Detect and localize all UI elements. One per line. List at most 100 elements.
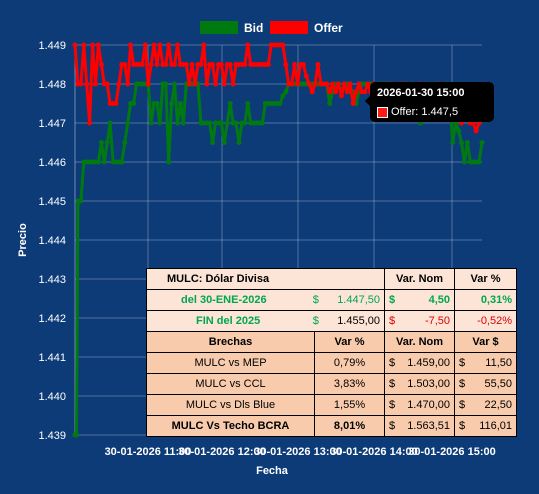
data-point-offer[interactable] xyxy=(125,81,131,87)
data-point-bid[interactable] xyxy=(166,159,172,165)
data-point-offer[interactable] xyxy=(292,62,298,67)
data-point-offer[interactable] xyxy=(122,62,128,67)
data-point-offer[interactable] xyxy=(347,81,353,87)
data-point-offer[interactable] xyxy=(309,89,315,95)
data-point-bid[interactable] xyxy=(464,140,470,145)
data-point-bid[interactable] xyxy=(461,159,467,165)
data-point-offer[interactable] xyxy=(365,81,371,87)
data-point-offer[interactable] xyxy=(306,81,312,87)
data-point-offer[interactable] xyxy=(339,93,344,99)
data-point-bid[interactable] xyxy=(207,120,213,126)
data-point-offer[interactable] xyxy=(245,42,251,48)
data-point-offer[interactable] xyxy=(186,81,192,87)
data-point-offer[interactable] xyxy=(303,73,309,79)
data-point-bid[interactable] xyxy=(459,140,464,145)
data-point-offer[interactable] xyxy=(104,81,110,87)
legend-bid-swatch[interactable] xyxy=(200,21,238,34)
data-point-bid[interactable] xyxy=(78,198,84,204)
data-point-bid[interactable] xyxy=(456,128,462,134)
data-point-offer[interactable] xyxy=(198,62,204,67)
legend-offer-swatch[interactable] xyxy=(270,21,308,34)
data-point-bid[interactable] xyxy=(233,120,239,126)
legend-offer-label[interactable]: Offer xyxy=(314,21,343,35)
data-point-bid[interactable] xyxy=(169,101,175,106)
data-point-offer[interactable] xyxy=(163,62,169,67)
data-point-offer[interactable] xyxy=(230,81,236,87)
data-point-offer[interactable] xyxy=(350,101,356,106)
data-point-offer[interactable] xyxy=(362,89,368,95)
data-point-offer[interactable] xyxy=(142,42,148,48)
data-point-offer[interactable] xyxy=(356,81,362,87)
data-point-offer[interactable] xyxy=(113,101,119,106)
data-point-offer[interactable] xyxy=(289,81,295,87)
data-point-bid[interactable] xyxy=(177,101,183,106)
data-point-offer[interactable] xyxy=(148,62,154,67)
data-point-offer[interactable] xyxy=(213,81,218,87)
data-point-offer[interactable] xyxy=(183,62,189,67)
data-point-bid[interactable] xyxy=(218,120,224,126)
data-point-offer[interactable] xyxy=(312,81,318,87)
data-point-offer[interactable] xyxy=(344,89,350,95)
data-point-offer[interactable] xyxy=(95,42,101,48)
data-point-offer[interactable] xyxy=(295,81,300,87)
data-point-offer[interactable] xyxy=(330,81,336,87)
data-point-offer[interactable] xyxy=(157,42,163,48)
data-point-offer[interactable] xyxy=(324,81,330,87)
data-point-bid[interactable] xyxy=(221,140,227,145)
data-point-bid[interactable] xyxy=(107,120,113,126)
data-point-offer[interactable] xyxy=(81,42,87,48)
data-point-bid[interactable] xyxy=(245,101,251,106)
data-point-bid[interactable] xyxy=(148,120,154,126)
data-point-bid[interactable] xyxy=(122,140,128,145)
data-point-offer[interactable] xyxy=(189,62,195,67)
data-point-offer[interactable] xyxy=(221,81,227,87)
data-point-offer[interactable] xyxy=(204,81,210,87)
data-point-offer[interactable] xyxy=(145,81,151,87)
data-point-offer[interactable] xyxy=(265,62,271,67)
data-point-offer[interactable] xyxy=(172,62,178,67)
data-point-offer[interactable] xyxy=(327,89,333,95)
data-point-bid[interactable] xyxy=(119,159,125,165)
data-point-offer[interactable] xyxy=(166,42,172,48)
data-point-bid[interactable] xyxy=(236,140,242,145)
data-point-bid[interactable] xyxy=(101,159,107,165)
data-point-bid[interactable] xyxy=(280,93,286,99)
data-point-offer[interactable] xyxy=(242,62,248,67)
data-point-offer[interactable] xyxy=(210,62,216,67)
data-point-bid[interactable] xyxy=(242,120,248,126)
data-point-offer[interactable] xyxy=(139,62,145,67)
data-point-bid[interactable] xyxy=(98,140,104,145)
data-point-bid[interactable] xyxy=(283,89,289,95)
data-point-offer[interactable] xyxy=(192,81,198,87)
data-point-offer[interactable] xyxy=(87,120,93,126)
data-point-bid[interactable] xyxy=(259,120,265,126)
data-point-offer[interactable] xyxy=(280,42,286,48)
data-point-bid[interactable] xyxy=(476,159,482,165)
data-point-bid[interactable] xyxy=(131,101,137,106)
data-point-bid[interactable] xyxy=(210,140,216,145)
data-point-bid[interactable] xyxy=(277,101,283,106)
data-point-bid[interactable] xyxy=(104,140,110,145)
data-point-offer[interactable] xyxy=(116,81,122,87)
data-point-offer[interactable] xyxy=(78,81,84,87)
data-point-offer[interactable] xyxy=(283,62,289,67)
legend-bid-label[interactable]: Bid xyxy=(244,21,263,35)
data-point-offer[interactable] xyxy=(336,81,341,87)
data-point-offer[interactable] xyxy=(341,81,347,87)
data-point-bid[interactable] xyxy=(125,120,131,126)
data-point-bid[interactable] xyxy=(157,120,163,126)
data-point-offer[interactable] xyxy=(201,42,207,48)
data-point-offer[interactable] xyxy=(175,42,180,48)
data-point-offer[interactable] xyxy=(218,62,224,67)
data-point-offer[interactable] xyxy=(128,42,134,48)
data-point-bid[interactable] xyxy=(227,101,233,106)
data-point-offer[interactable] xyxy=(72,42,78,48)
data-point-offer[interactable] xyxy=(333,89,339,95)
data-point-bid[interactable] xyxy=(172,81,178,87)
data-point-bid[interactable] xyxy=(180,120,186,126)
data-point-bid[interactable] xyxy=(327,101,333,106)
data-point-offer[interactable] xyxy=(93,81,98,87)
data-point-offer[interactable] xyxy=(154,62,160,67)
data-point-offer[interactable] xyxy=(84,81,90,87)
data-point-bid[interactable] xyxy=(450,140,456,145)
